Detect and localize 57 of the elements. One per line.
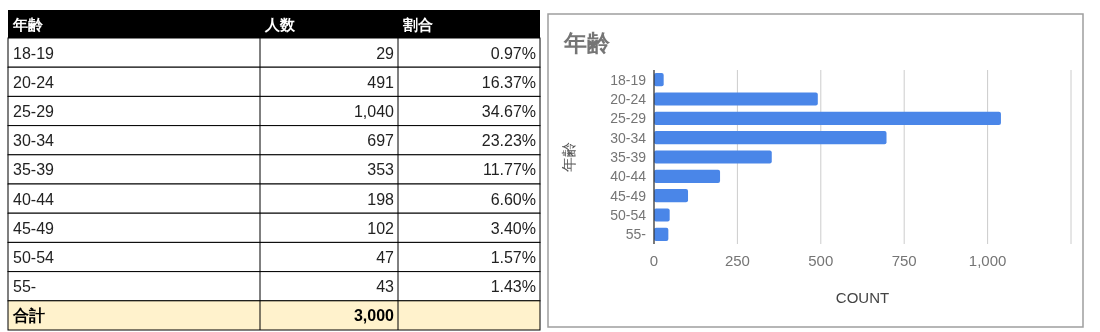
bar — [654, 73, 664, 87]
x-tick-label: 0 — [649, 252, 659, 269]
series-label: 人数 — [264, 16, 296, 33]
y-tick-label: 35-39 — [610, 149, 647, 165]
y-tick-label: 18-19 — [610, 71, 647, 88]
x-tick-label: 1,000 — [968, 252, 1007, 269]
bar — [654, 131, 887, 145]
x-axis-title: COUNT — [835, 289, 890, 306]
category-label: 25-29 — [13, 103, 55, 120]
data-label: 491 — [367, 73, 395, 91]
category-label: 30-34 — [13, 132, 55, 150]
data-label: 198 — [367, 190, 395, 208]
y-axis-title: 年齢 — [560, 142, 577, 172]
category-label: 55- — [13, 278, 37, 296]
bar — [654, 111, 1001, 125]
y-tick-label: 40-44 — [610, 168, 647, 185]
data-label: 102 — [367, 219, 395, 237]
data-label: 1,040 — [353, 103, 395, 120]
y-tick-label: 55- — [625, 226, 647, 243]
text: 3,000 — [353, 307, 394, 325]
y-tick-label: 30-34 — [610, 129, 647, 146]
chart-title: 年齢 — [563, 30, 611, 56]
category-label: 35-39 — [13, 161, 55, 179]
category-label: 20-24 — [13, 73, 55, 91]
data-label: 1.43% — [490, 278, 536, 296]
category-label: 50-54 — [13, 249, 55, 266]
text: 割合 — [402, 16, 433, 33]
x-tick-label: 500 — [808, 252, 834, 269]
x-tick-label: 250 — [724, 252, 750, 269]
y-tick-label: 50-54 — [610, 207, 647, 223]
text: 合計 — [13, 307, 45, 325]
data-label: 11.77% — [482, 161, 536, 179]
data-label: 353 — [367, 161, 395, 179]
y-tick-label: 45-49 — [610, 187, 647, 204]
text: 年齢 — [12, 16, 44, 33]
bar — [654, 208, 670, 222]
data-label: 47 — [376, 249, 395, 266]
category-label: 40-44 — [13, 190, 55, 208]
data-label: 29 — [376, 44, 395, 62]
data-label: 1.57% — [490, 249, 536, 266]
data-label: 16.37% — [481, 73, 536, 91]
x-tick-label: 750 — [891, 252, 917, 269]
y-tick-label: 20-24 — [610, 91, 647, 107]
data-label: 43 — [376, 278, 395, 296]
category-label: 45-49 — [13, 219, 55, 237]
bar — [654, 189, 689, 203]
data-label: 6.60% — [490, 190, 536, 208]
data-label: 697 — [367, 132, 395, 150]
data-label: 23.23% — [481, 132, 536, 150]
category-label: 18-19 — [13, 44, 55, 62]
bar — [654, 150, 772, 164]
data-label: 34.67% — [481, 103, 536, 120]
data-label: 3.40% — [490, 219, 536, 237]
y-tick-label: 25-29 — [610, 110, 647, 127]
bar — [654, 169, 721, 183]
data-label: 0.97% — [490, 44, 536, 62]
bar — [654, 92, 818, 106]
